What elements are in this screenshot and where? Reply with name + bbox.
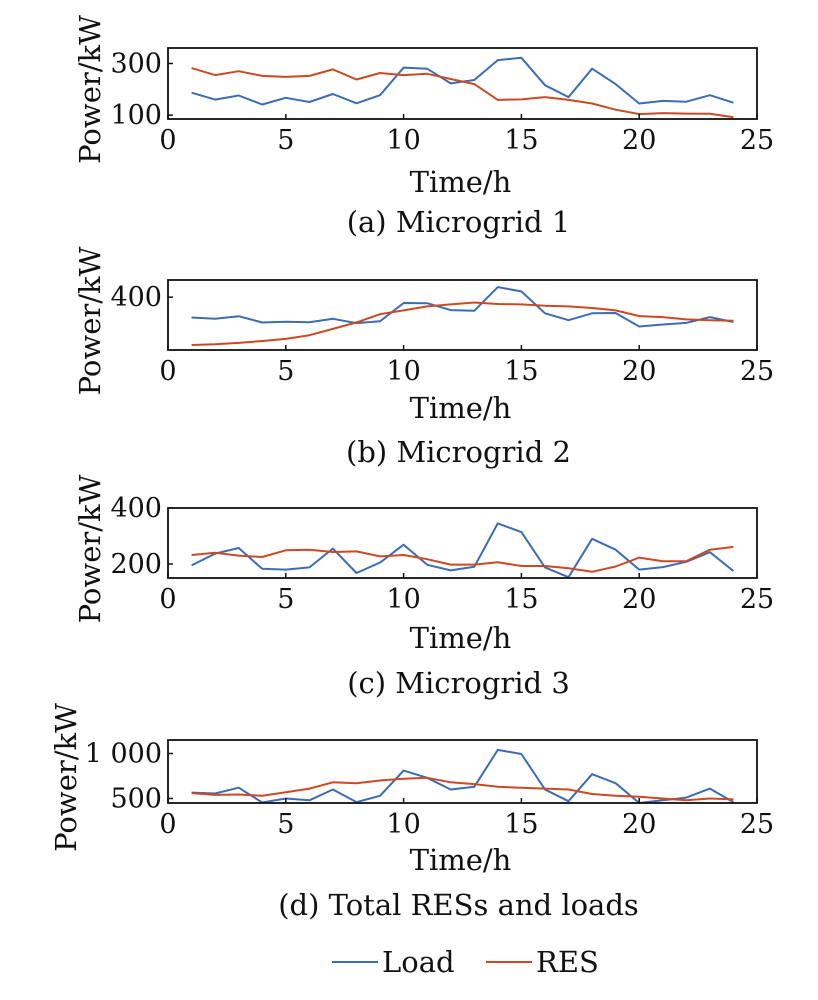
axes-frame: [167, 47, 758, 120]
x-axis-label: Time/h: [410, 165, 512, 199]
panel-caption: (b) Microgrid 2: [346, 435, 571, 469]
x-tick-label: 15: [504, 584, 538, 615]
x-tick-label: 25: [740, 125, 774, 156]
x-tick-label: 5: [277, 809, 294, 840]
x-tick-label: 0: [159, 125, 176, 156]
x-tick-label: 15: [504, 125, 538, 156]
x-tick-label: 5: [277, 356, 294, 387]
series-line-res: [191, 67, 734, 119]
y-tick-label: 1 000: [85, 739, 162, 770]
x-tick-label: 10: [386, 125, 420, 156]
y-tick-label: 400: [110, 493, 162, 524]
y-axis-label: Power/kW: [73, 474, 107, 623]
y-axis-label: Power/kW: [73, 15, 107, 164]
x-tick-label: 20: [622, 356, 656, 387]
series-line-load: [191, 522, 735, 579]
y-tick-label: 200: [110, 549, 162, 580]
x-tick-label: 0: [159, 809, 176, 840]
series-line-res: [191, 301, 734, 346]
x-tick-label: 25: [740, 809, 774, 840]
y-axis-label: Power/kW: [49, 703, 83, 852]
x-tick-label: 20: [622, 584, 656, 615]
x-tick-label: 10: [386, 356, 420, 387]
y-tick-label: 300: [110, 48, 162, 79]
legend-item-res: RES: [486, 945, 599, 979]
legend-item-load: Load: [332, 945, 455, 979]
y-tick-label: 100: [110, 100, 162, 131]
x-tick-label: 0: [159, 356, 176, 387]
legend-label: Load: [382, 945, 455, 979]
x-tick-label: 25: [740, 584, 774, 615]
x-tick-label: 0: [159, 584, 176, 615]
panel-caption: (d) Total RESs and loads: [278, 888, 639, 922]
x-tick-label: 15: [504, 356, 538, 387]
x-tick-label: 15: [504, 809, 538, 840]
x-tick-label: 5: [277, 584, 294, 615]
x-tick-label: 5: [277, 125, 294, 156]
axes-frame: [167, 279, 758, 351]
x-axis-label: Time/h: [410, 391, 512, 425]
x-tick-label: 10: [386, 584, 420, 615]
x-axis-label: Time/h: [410, 843, 512, 877]
y-tick-label: 500: [110, 784, 162, 815]
x-axis-label: Time/h: [410, 621, 512, 655]
y-tick-label: 400: [110, 282, 162, 313]
x-tick-label: 10: [386, 809, 420, 840]
series-line-res: [191, 545, 734, 573]
x-tick-label: 20: [622, 125, 656, 156]
axes-frame: [167, 507, 758, 579]
series-line-load: [191, 286, 734, 328]
y-axis-label: Power/kW: [73, 246, 107, 395]
legend: Load RES: [332, 945, 599, 979]
panel-caption: (a) Microgrid 1: [347, 205, 571, 239]
panel-caption: (c) Microgrid 3: [347, 666, 570, 700]
axes-frame: [167, 739, 758, 804]
legend-label: RES: [536, 945, 599, 979]
x-tick-label: 25: [740, 356, 774, 387]
series-line-res: [191, 776, 734, 802]
x-tick-label: 20: [622, 809, 656, 840]
